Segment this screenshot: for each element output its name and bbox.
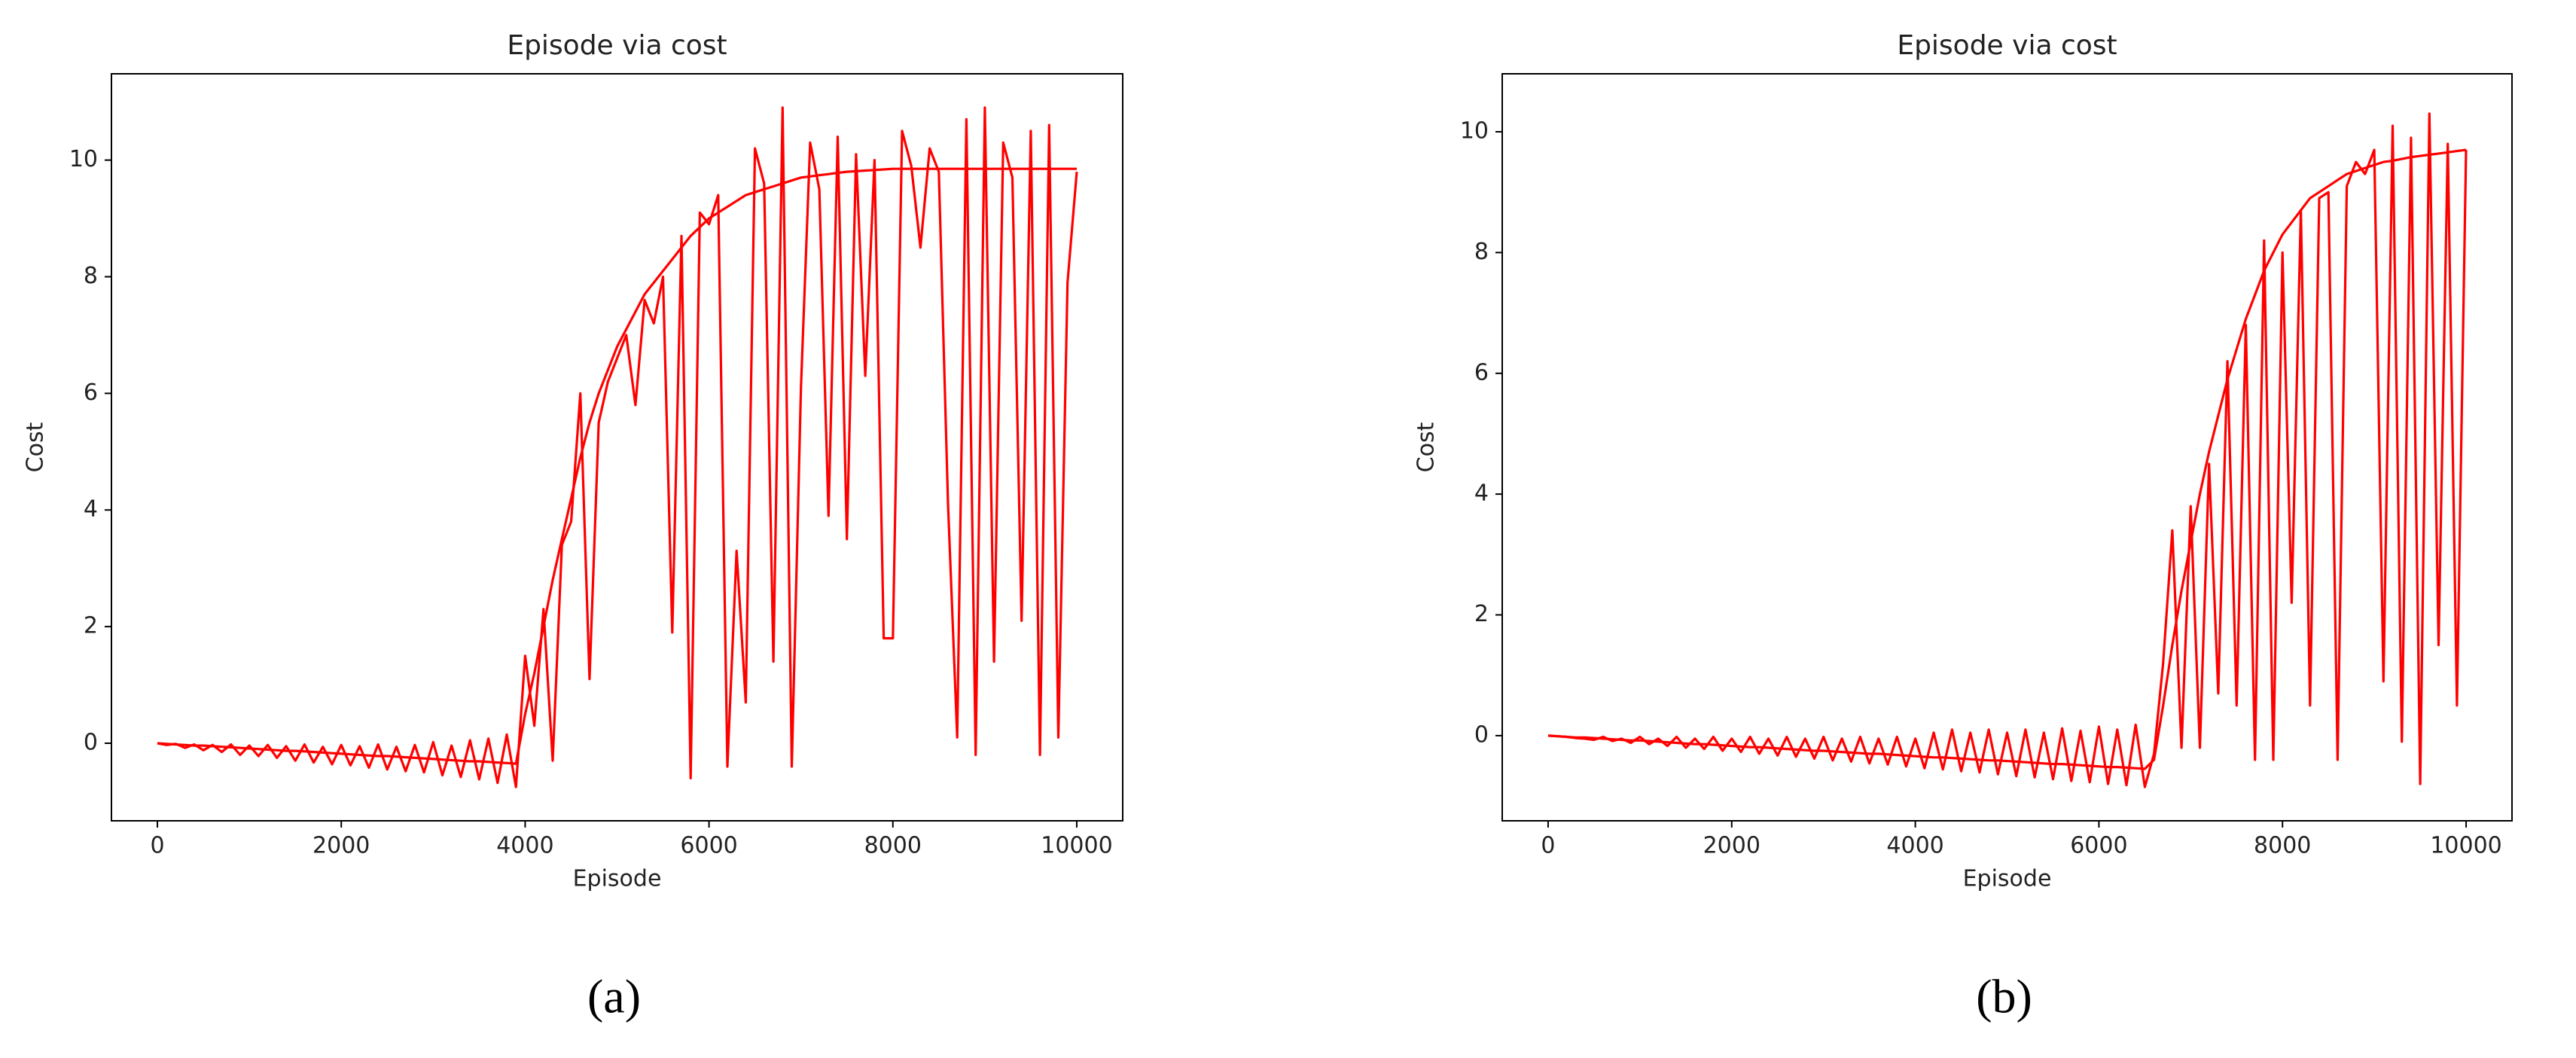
y-tick-label: 0 xyxy=(84,730,98,756)
chart-title: Episode via cost xyxy=(507,30,727,61)
y-tick-label: 8 xyxy=(84,263,98,289)
y-tick-label: 0 xyxy=(1474,721,1489,748)
x-tick-label: 2000 xyxy=(1703,833,1761,859)
x-tick-label: 2000 xyxy=(312,833,370,859)
x-tick-label: 0 xyxy=(1541,833,1555,859)
y-tick-label: 2 xyxy=(1474,601,1489,627)
data-line xyxy=(157,106,1078,788)
x-tick-label: 8000 xyxy=(2254,833,2311,859)
y-tick-label: 10 xyxy=(1460,117,1489,144)
y-tick-label: 8 xyxy=(1474,239,1489,265)
x-tick-label: 0 xyxy=(150,833,164,859)
data-line xyxy=(1547,112,2468,788)
y-axis-label: Cost xyxy=(1413,422,1440,472)
y-tick-label: 10 xyxy=(69,146,98,172)
x-tick-label: 4000 xyxy=(1886,833,1943,859)
y-tick-label: 6 xyxy=(1474,359,1489,386)
chart-title: Episode via cost xyxy=(1897,30,2117,61)
plot-frame xyxy=(1501,73,2513,822)
x-tick-label: 6000 xyxy=(2070,833,2127,859)
x-tick-label: 6000 xyxy=(680,833,737,859)
x-tick-label: 10000 xyxy=(2430,833,2501,859)
caption: (b) xyxy=(1976,970,2032,1023)
data-line xyxy=(1547,148,2467,770)
y-tick-label: 4 xyxy=(84,496,98,523)
y-tick-label: 2 xyxy=(84,613,98,639)
y-tick-label: 4 xyxy=(1474,480,1489,507)
x-tick-label: 8000 xyxy=(864,833,922,859)
caption: (a) xyxy=(587,970,641,1023)
x-axis-label: Episode xyxy=(573,866,662,892)
y-axis-label: Cost xyxy=(23,422,49,472)
x-tick-label: 10000 xyxy=(1041,833,1112,859)
data-line xyxy=(157,167,1077,765)
x-tick-label: 4000 xyxy=(496,833,553,859)
plot-frame xyxy=(111,73,1123,822)
y-tick-label: 6 xyxy=(84,380,98,406)
x-axis-label: Episode xyxy=(1963,866,2052,892)
